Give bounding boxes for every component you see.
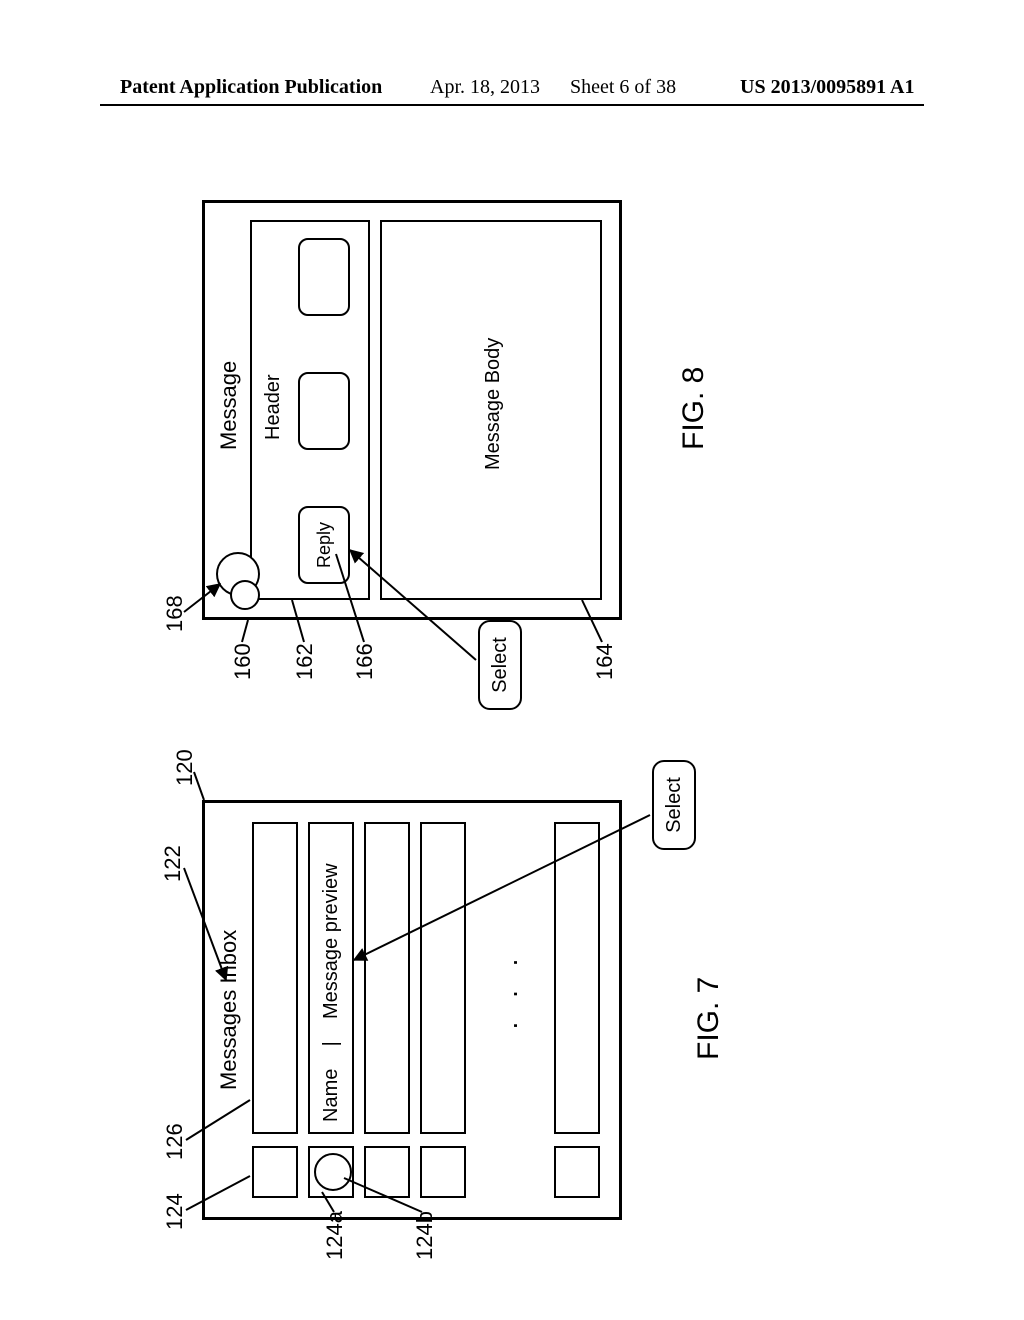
fig7-row-last xyxy=(554,822,600,1134)
header-sheet: Sheet 6 of 38 xyxy=(570,76,676,99)
header-date: Apr. 18, 2013 xyxy=(430,76,540,99)
fig7-select-label: Select xyxy=(663,777,686,833)
fig7-avatar-last xyxy=(554,1146,600,1198)
fig7-select-button[interactable]: Select xyxy=(652,760,696,850)
fig8-header-btn-2[interactable] xyxy=(298,372,350,450)
fig7-row-text: Name | Message preview xyxy=(320,863,343,1122)
fig7-title: Messages Inbox xyxy=(216,930,242,1090)
fig7-ref-124b: 124b xyxy=(412,1211,438,1260)
fig8-header-label: Header xyxy=(262,374,285,440)
fig7-ref-120: 120 xyxy=(172,749,198,786)
fig7-avatar-4 xyxy=(420,1146,466,1198)
fig7-ref-126: 126 xyxy=(162,1123,188,1160)
fig8-title: Message xyxy=(216,361,242,450)
fig7-avatar-1 xyxy=(252,1146,298,1198)
fig7-row-1 xyxy=(252,822,298,1134)
fig7-avatar-circle xyxy=(314,1153,352,1191)
fig8-ref-164: 164 xyxy=(592,643,618,680)
fig8-ref-166: 166 xyxy=(352,643,378,680)
diagram-stage: Messages Inbox Name | Message preview . … xyxy=(122,160,902,1260)
fig7-row-4 xyxy=(420,822,466,1134)
fig8-reply-label: Reply xyxy=(314,522,335,568)
patent-page: Patent Application Publication Apr. 18, … xyxy=(0,0,1024,1320)
header-pubno: US 2013/0095891 A1 xyxy=(740,76,914,99)
fig8-body-label: Message Body xyxy=(482,338,505,470)
fig7-ref-122: 122 xyxy=(160,845,186,882)
fig8-avatar-shadow xyxy=(230,580,260,610)
fig7-row-3 xyxy=(364,822,410,1134)
fig8-ref-160: 160 xyxy=(230,643,256,680)
header-left: Patent Application Publication xyxy=(120,76,382,99)
fig7-ref-124: 124 xyxy=(162,1193,188,1230)
fig8-select-button[interactable]: Select xyxy=(478,620,522,710)
fig8-ref-162: 162 xyxy=(292,643,318,680)
fig7-caption: FIG. 7 xyxy=(692,977,726,1060)
fig7-ellipsis: . . . xyxy=(492,950,524,1030)
fig8-select-label: Select xyxy=(489,637,512,693)
fig7-avatar-3 xyxy=(364,1146,410,1198)
fig8-header-btn-3[interactable] xyxy=(298,238,350,316)
fig8-caption: FIG. 8 xyxy=(677,367,711,450)
fig8-reply-button[interactable]: Reply xyxy=(298,506,350,584)
fig7-ref-124a: 124a xyxy=(322,1211,348,1260)
header-rule xyxy=(100,104,924,106)
fig8-ref-168: 168 xyxy=(162,595,188,632)
